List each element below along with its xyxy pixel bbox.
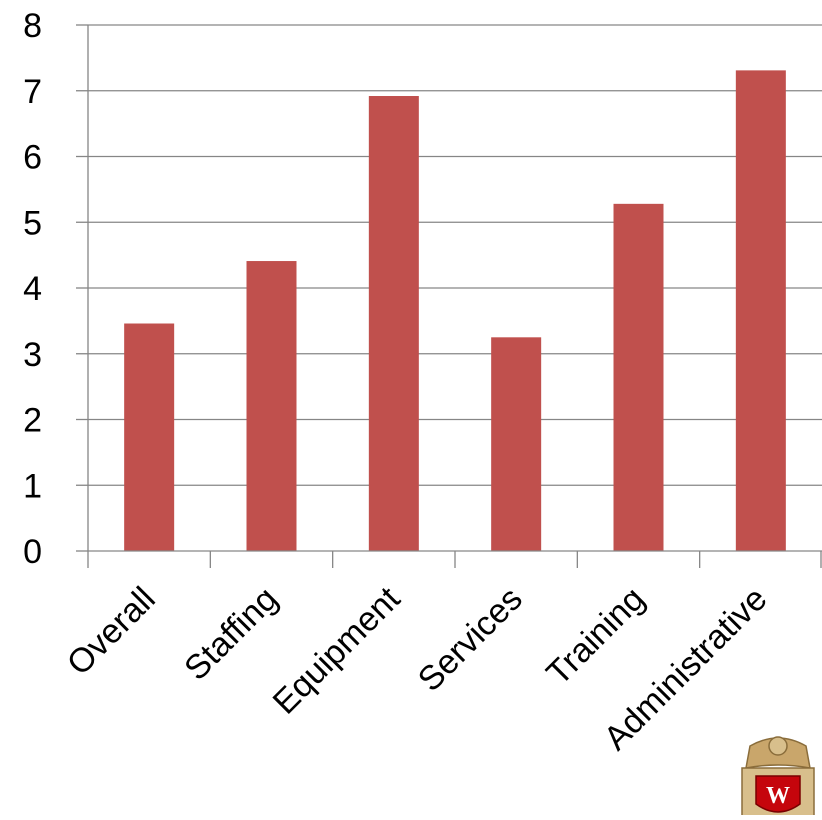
bar-overall [124,323,175,551]
y-tick-label: 2 [23,402,42,440]
x-category-label: Services [411,580,530,699]
bar-equipment [368,96,419,551]
y-tick-label: 1 [23,467,42,505]
bar-staffing [246,261,297,551]
university-crest-logo: W [741,736,815,820]
y-tick-label: 8 [23,7,42,45]
logo-letter: W [766,783,790,809]
bar-administrative [735,70,786,552]
x-category-label: Equipment [266,579,408,721]
bars [124,70,786,552]
y-tick-label: 6 [23,139,42,177]
y-tick-label: 0 [23,533,42,571]
x-category-label: Training [539,580,652,693]
grid-lines [88,24,822,486]
bar-services [491,337,542,551]
y-tick-label: 3 [23,336,42,374]
y-tick-label: 4 [23,270,42,308]
bar-training [613,203,664,551]
y-tick-label: 5 [23,204,42,242]
x-category-label: Staffing [177,580,285,688]
y-tick-label: 7 [23,73,42,111]
axes [76,24,822,568]
x-category-label: Overall [60,580,163,683]
